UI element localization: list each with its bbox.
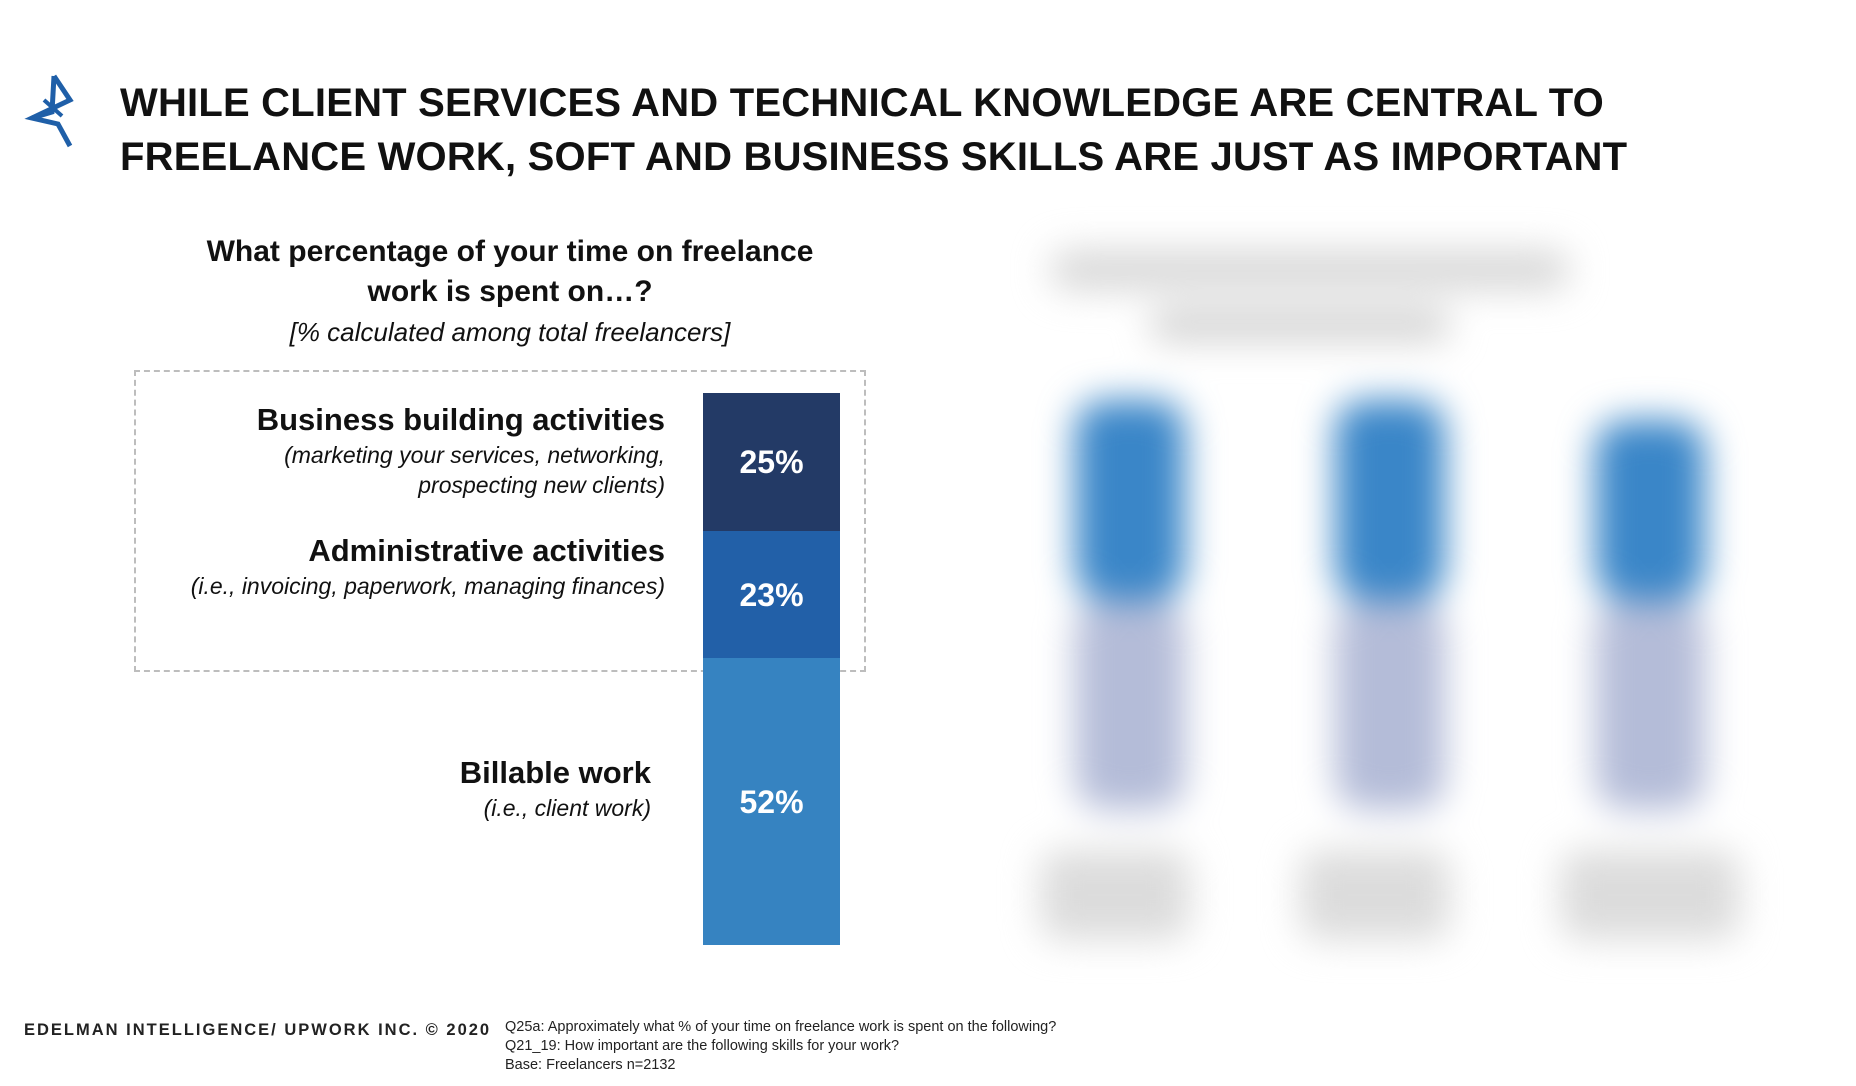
blurred-column	[1595, 600, 1705, 810]
chart-title-line-1: What percentage of your time on freelanc…	[206, 235, 814, 268]
highlight-box	[134, 370, 866, 672]
company-logo-icon	[24, 74, 74, 148]
blurred-column	[1335, 600, 1445, 810]
title-line-1: WHILE CLIENT SERVICES AND TECHNICAL KNOW…	[120, 81, 1604, 125]
segment-name: Billable work	[459, 755, 651, 790]
blurred-text	[1300, 850, 1450, 940]
footer-note: Base: Freelancers n=2132	[505, 1057, 676, 1073]
page-title: WHILE CLIENT SERVICES AND TECHNICAL KNOW…	[120, 76, 1627, 184]
blurred-text	[1040, 850, 1190, 940]
chart-subtitle: [% calculated among total freelancers]	[289, 317, 731, 347]
segment-description: (marketing your services, networking,	[284, 442, 665, 468]
data-label: 25%	[739, 444, 804, 480]
blurred-text	[1150, 310, 1450, 340]
blurred-column	[1075, 400, 1185, 600]
label-business-building: Business building activities (marketing …	[257, 400, 665, 500]
blurred-column	[1595, 420, 1705, 600]
blurred-text	[1560, 850, 1740, 940]
blurred-text	[1050, 250, 1570, 290]
segment-description: (i.e., invoicing, paperwork, managing fi…	[190, 573, 665, 599]
blurred-chart	[920, 220, 1820, 990]
blurred-column	[1335, 400, 1445, 600]
title-line-2: FREELANCE WORK, SOFT AND BUSINESS SKILLS…	[120, 135, 1628, 179]
footer-note: Q21_19: How important are the following …	[505, 1038, 900, 1054]
footer-note: Q25a: Approximately what % of your time …	[505, 1019, 1057, 1035]
segment-name: Administrative activities	[308, 533, 665, 568]
footer-notes: Q25a: Approximately what % of your time …	[505, 1018, 1056, 1075]
bar-segment: 23%	[703, 531, 840, 658]
blurred-column	[1075, 600, 1185, 810]
data-label: 23%	[739, 576, 804, 613]
bar-segment: 25%	[703, 393, 840, 531]
segment-description: prospecting new clients)	[418, 472, 665, 498]
segment-name: Business building activities	[256, 402, 665, 437]
label-billable-work: Billable work (i.e., client work)	[460, 753, 651, 823]
chart-title: What percentage of your time on freelanc…	[130, 232, 890, 352]
data-label: 52%	[739, 783, 804, 820]
chart-title-line-2: work is spent on…?	[367, 275, 653, 308]
bar-segment: 52%	[703, 658, 840, 945]
label-administrative: Administrative activities (i.e., invoici…	[191, 531, 665, 601]
footer-brand: EDELMAN INTELLIGENCE/ UPWORK INC. © 2020	[24, 1021, 492, 1039]
segment-description: (i.e., client work)	[483, 795, 651, 821]
